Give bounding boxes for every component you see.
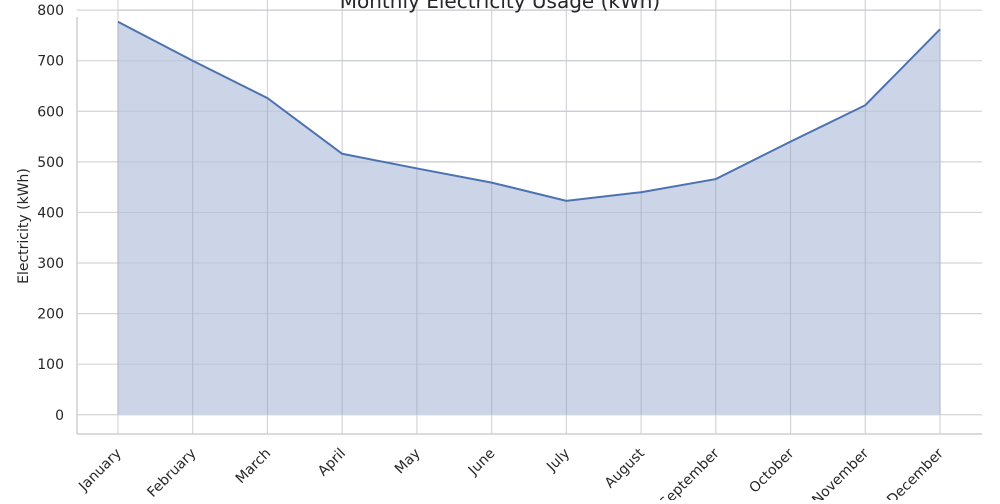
y-axis-label: Electricity (kWh) xyxy=(16,168,32,284)
area-fill xyxy=(118,21,940,415)
y-tick-label: 700 xyxy=(37,54,64,70)
y-tick-label: 800 xyxy=(37,3,64,19)
data-point xyxy=(192,60,194,62)
x-tick-label: June xyxy=(465,446,499,480)
data-point xyxy=(491,182,493,184)
x-tick-label: September xyxy=(657,445,723,500)
data-point xyxy=(117,21,119,23)
y-tick-label: 0 xyxy=(55,408,64,424)
data-point xyxy=(640,191,642,193)
data-point xyxy=(939,28,941,30)
x-tick-label: November xyxy=(809,445,872,500)
y-tick-label: 600 xyxy=(37,104,64,120)
x-tick-label: January xyxy=(75,446,125,496)
y-tick-label: 200 xyxy=(37,307,64,323)
series-line xyxy=(117,20,941,202)
y-tick-label: 500 xyxy=(37,155,64,171)
data-point xyxy=(341,153,343,155)
data-point xyxy=(790,141,792,143)
chart-title: Monthly Electricity Usage (kWh) xyxy=(339,0,661,13)
data-point xyxy=(266,97,268,99)
y-tick-label: 400 xyxy=(37,205,64,221)
data-point xyxy=(715,178,717,180)
x-tick-label: August xyxy=(602,445,648,491)
x-tick-label: December xyxy=(884,445,947,500)
x-tick-label: April xyxy=(315,446,349,480)
data-point xyxy=(565,200,567,202)
x-tick-label: February xyxy=(144,446,199,500)
x-tick-label: May xyxy=(392,446,424,478)
x-tick-label: March xyxy=(233,446,274,487)
x-tick-label: October xyxy=(746,445,797,496)
data-point xyxy=(416,167,418,169)
y-tick-label: 300 xyxy=(37,256,64,272)
y-tick-label: 100 xyxy=(37,357,64,373)
data-point xyxy=(864,104,866,106)
x-tick-label: July xyxy=(543,446,573,476)
